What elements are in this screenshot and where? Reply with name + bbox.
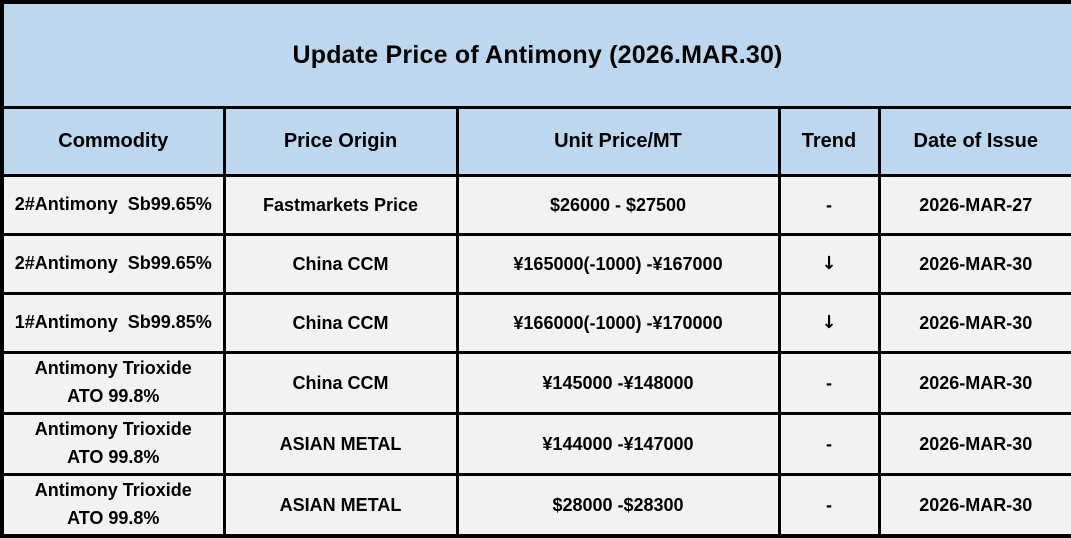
cell-trend: -: [777, 174, 881, 237]
col-header-date-of-issue: Date of Issue: [877, 106, 1071, 178]
cell-commodity: Antimony Trioxide ATO 99.8%: [0, 412, 226, 477]
down-arrow-icon: ↓: [777, 233, 881, 296]
cell-unit-price: ¥166000(-1000) -¥170000: [455, 292, 781, 355]
cell-price-origin: China CCM: [222, 233, 459, 296]
col-header-commodity: Commodity: [0, 106, 226, 178]
cell-trend: -: [777, 473, 881, 538]
cell-commodity: 2#Antimony Sb99.65%: [0, 174, 226, 237]
col-header-price-origin: Price Origin: [222, 106, 459, 178]
cell-price-origin: Fastmarkets Price: [222, 174, 459, 237]
cell-price-origin: ASIAN METAL: [222, 412, 459, 477]
cell-price-origin: China CCM: [222, 351, 459, 416]
col-header-unit-price: Unit Price/MT: [455, 106, 781, 178]
cell-date-of-issue: 2026-MAR-27: [877, 174, 1071, 237]
table-row: Antimony Trioxide ATO 99.8% ASIAN METAL …: [0, 473, 1071, 538]
table-row: 2#Antimony Sb99.65% China CCM ¥165000(-1…: [0, 233, 1071, 296]
col-header-trend: Trend: [777, 106, 881, 178]
table-row: 1#Antimony Sb99.85% China CCM ¥166000(-1…: [0, 292, 1071, 355]
cell-unit-price: $26000 - $27500: [455, 174, 781, 237]
cell-unit-price: ¥165000(-1000) -¥167000: [455, 233, 781, 296]
table-row: 2#Antimony Sb99.65% Fastmarkets Price $2…: [0, 174, 1071, 237]
down-arrow-icon: ↓: [777, 292, 881, 355]
cell-commodity: 1#Antimony Sb99.85%: [0, 292, 226, 355]
cell-commodity: 2#Antimony Sb99.65%: [0, 233, 226, 296]
cell-commodity: Antimony Trioxide ATO 99.8%: [0, 351, 226, 416]
cell-unit-price: ¥144000 -¥147000: [455, 412, 781, 477]
cell-trend: -: [777, 412, 881, 477]
cell-date-of-issue: 2026-MAR-30: [877, 351, 1071, 416]
cell-trend: -: [777, 351, 881, 416]
cell-date-of-issue: 2026-MAR-30: [877, 412, 1071, 477]
table-row: Antimony Trioxide ATO 99.8% China CCM ¥1…: [0, 351, 1071, 416]
cell-price-origin: ASIAN METAL: [222, 473, 459, 538]
cell-unit-price: ¥145000 -¥148000: [455, 351, 781, 416]
cell-date-of-issue: 2026-MAR-30: [877, 473, 1071, 538]
cell-unit-price: $28000 -$28300: [455, 473, 781, 538]
table-row: Antimony Trioxide ATO 99.8% ASIAN METAL …: [0, 412, 1071, 477]
table-header-row: Commodity Price Origin Unit Price/MT Tre…: [0, 106, 1071, 178]
cell-price-origin: China CCM: [222, 292, 459, 355]
cell-date-of-issue: 2026-MAR-30: [877, 233, 1071, 296]
cell-commodity: Antimony Trioxide ATO 99.8%: [0, 473, 226, 538]
cell-date-of-issue: 2026-MAR-30: [877, 292, 1071, 355]
title-row: Update Price of Antimony (2026.MAR.30): [0, 0, 1071, 110]
page-title: Update Price of Antimony (2026.MAR.30): [0, 0, 1071, 110]
